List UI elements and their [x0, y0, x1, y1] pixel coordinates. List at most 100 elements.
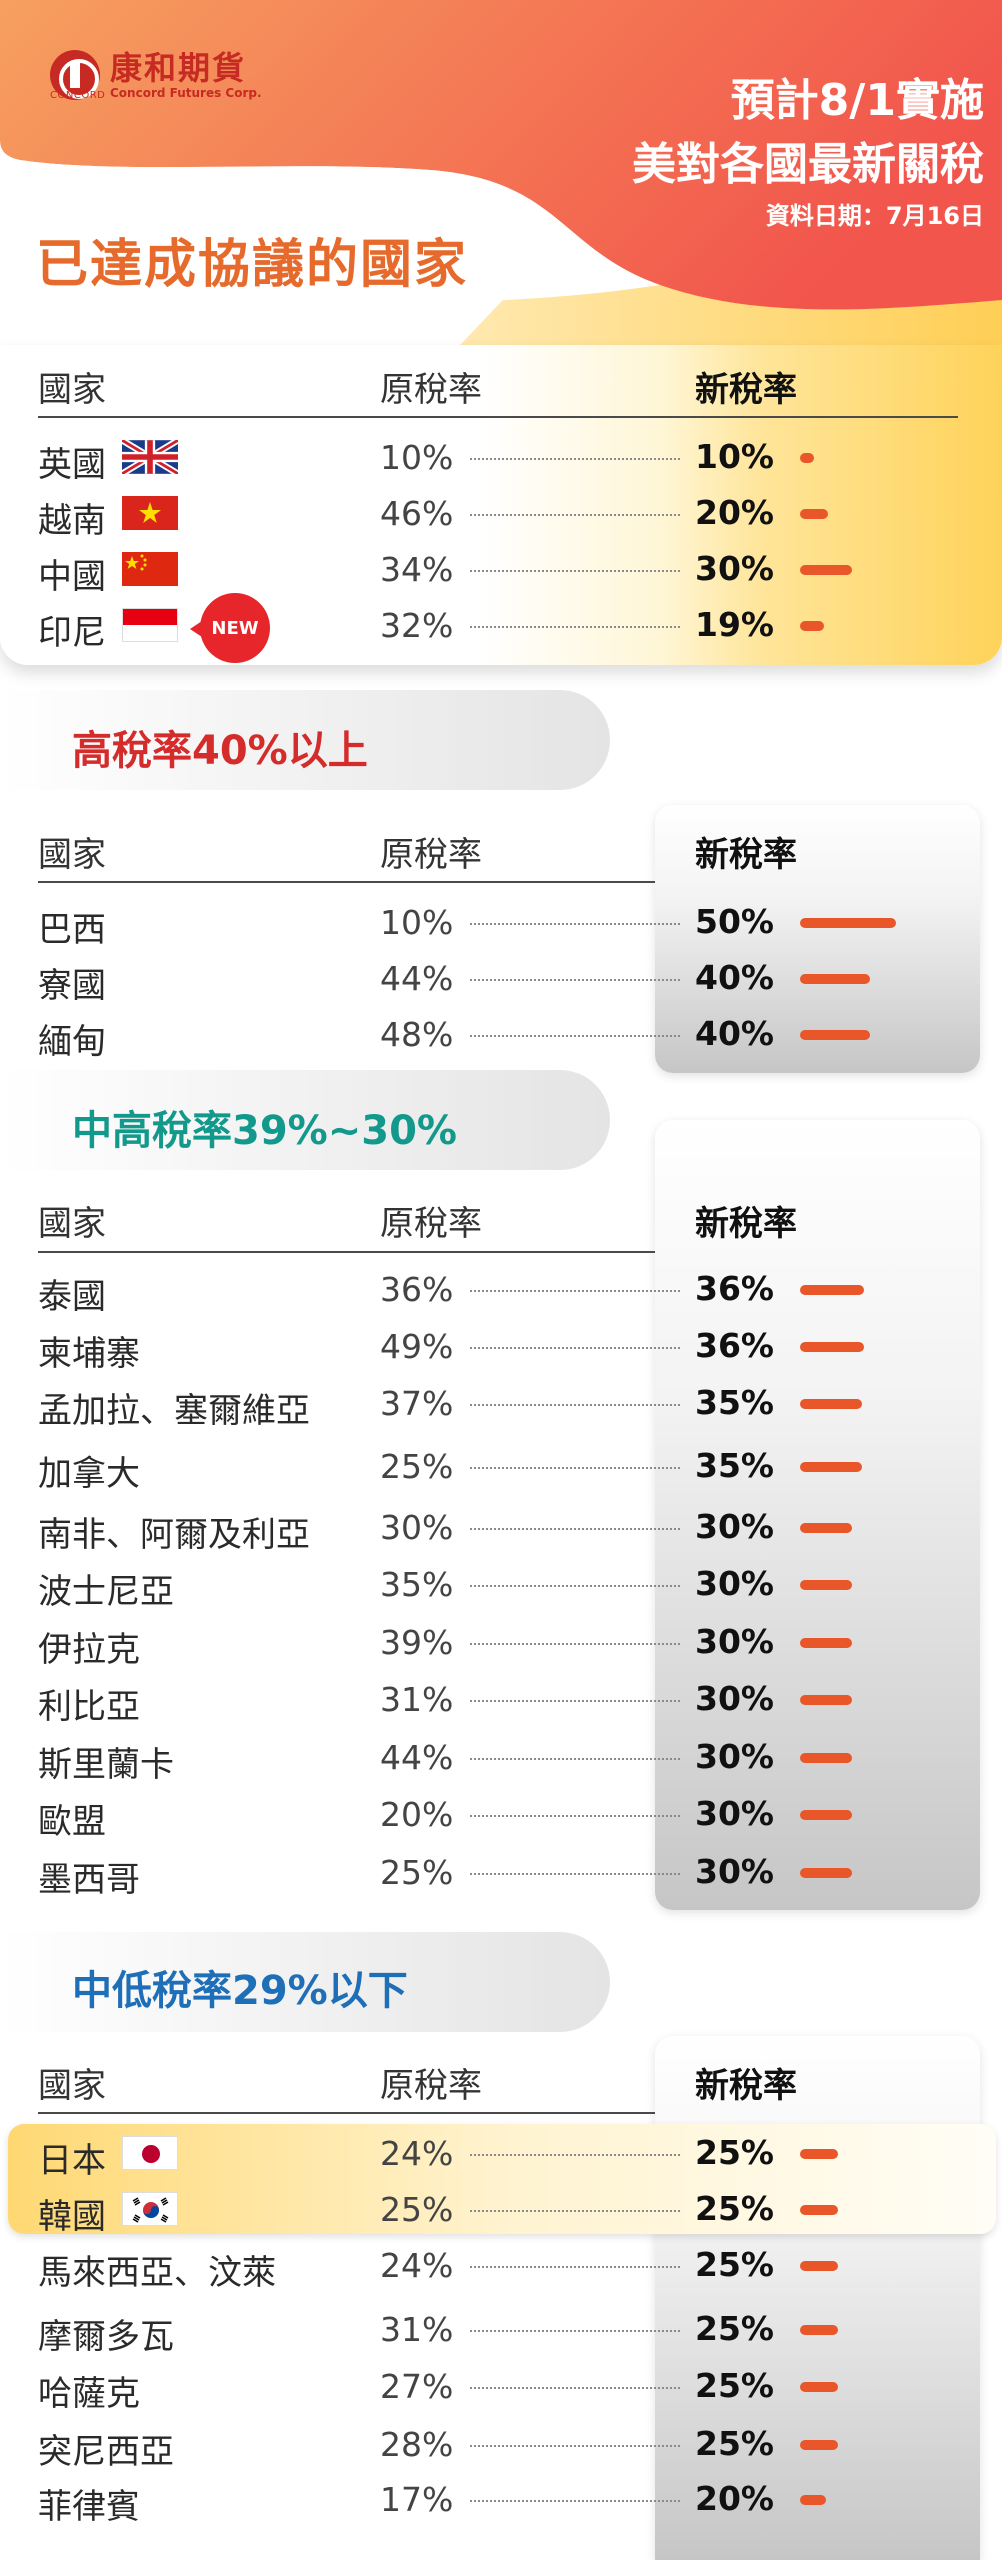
dotted-leader	[470, 2387, 680, 2389]
new-rate: 36%	[695, 1269, 774, 1308]
new-rate: 30%	[695, 1564, 774, 1603]
header-background	[0, 0, 1002, 345]
new-rate: 40%	[695, 958, 774, 997]
original-rate: 10%	[380, 438, 454, 477]
new-rate: 35%	[695, 1446, 774, 1485]
rate-bar	[800, 621, 824, 631]
original-rate: 25%	[380, 1853, 454, 1892]
dotted-leader	[470, 923, 680, 925]
original-rate: 30%	[380, 1508, 454, 1547]
new-rate: 20%	[695, 2479, 774, 2518]
original-rate: 39%	[380, 1623, 454, 1662]
dotted-leader	[470, 2445, 680, 2447]
country-name: 摩爾多瓦	[38, 2317, 174, 2357]
rate-bar	[800, 2205, 838, 2215]
vietnam-flag-icon	[122, 496, 178, 530]
rate-bar	[800, 1695, 852, 1705]
headline-line-1: 預計8/1實施	[730, 75, 984, 126]
col-header-new: 新稅率	[695, 835, 797, 875]
korea-flag-icon	[122, 2192, 178, 2226]
country-name: 韓國	[38, 2197, 106, 2237]
country-name: 加拿大	[38, 1454, 140, 1494]
dotted-leader	[470, 979, 680, 981]
original-rate: 27%	[380, 2367, 454, 2406]
original-rate: 37%	[380, 1384, 454, 1423]
new-rate: 30%	[695, 1852, 774, 1891]
dotted-leader	[470, 1700, 680, 1702]
dotted-leader	[470, 514, 680, 516]
country-name: 伊拉克	[38, 1630, 140, 1670]
original-rate: 44%	[380, 959, 454, 998]
midlow-new-rate-column	[655, 2036, 980, 2560]
country-name: 馬來西亞、汶萊	[38, 2253, 276, 2293]
new-rate: 30%	[695, 1679, 774, 1718]
col-header-country: 國家	[38, 370, 106, 410]
dotted-leader	[470, 1347, 680, 1349]
col-header-original: 原稅率	[380, 835, 482, 875]
midhigh-section-title: 中高稅率39%~30%	[72, 1108, 457, 1154]
new-rate: 25%	[695, 2309, 774, 2348]
logo-english-name: Concord Futures Corp.	[110, 86, 262, 100]
rate-bar	[800, 974, 870, 984]
indonesia-flag-icon	[122, 608, 178, 642]
new-rate: 20%	[695, 493, 774, 532]
dotted-leader	[470, 2210, 680, 2212]
midlow-section-tab	[0, 1932, 610, 2032]
original-rate: 35%	[380, 1565, 454, 1604]
new-rate: 25%	[695, 2133, 774, 2172]
original-rate: 10%	[380, 903, 454, 942]
midhigh-section-tab	[0, 1070, 610, 1170]
rate-bar	[800, 509, 828, 519]
country-name: 斯里蘭卡	[38, 1745, 174, 1785]
country-name: 南非、阿爾及利亞	[38, 1515, 310, 1555]
new-rate: 50%	[695, 902, 774, 941]
original-rate: 32%	[380, 606, 454, 645]
country-name: 巴西	[38, 910, 106, 950]
rate-bar	[800, 453, 814, 463]
rate-bar	[800, 1399, 862, 1409]
new-rate: 25%	[695, 2189, 774, 2228]
dotted-leader	[470, 2154, 680, 2156]
rate-bar	[800, 1810, 852, 1820]
rate-bar	[800, 1342, 864, 1352]
original-rate: 49%	[380, 1327, 454, 1366]
data-date: 資料日期：7月16日	[765, 202, 984, 230]
uk-flag-icon	[122, 440, 178, 474]
new-rate: 25%	[695, 2245, 774, 2284]
rate-bar	[800, 2261, 838, 2271]
new-rate: 30%	[695, 549, 774, 588]
china-flag-icon	[122, 552, 178, 586]
header-divider	[38, 416, 958, 418]
dotted-leader	[470, 1873, 680, 1875]
rate-bar	[800, 2325, 838, 2335]
original-rate: 31%	[380, 2310, 454, 2349]
new-rate: 40%	[695, 1014, 774, 1053]
high-new-rate-column	[655, 805, 980, 1073]
rate-bar	[800, 1462, 862, 1472]
rate-bar	[800, 1638, 852, 1648]
original-rate: 31%	[380, 1680, 454, 1719]
midlow-section-title: 中低稅率29%以下	[72, 1968, 408, 2014]
original-rate: 24%	[380, 2134, 454, 2173]
original-rate: 20%	[380, 1795, 454, 1834]
original-rate: 17%	[380, 2480, 454, 2519]
new-rate: 10%	[695, 437, 774, 476]
dotted-leader	[470, 1290, 680, 1292]
col-header-original: 原稅率	[380, 1204, 482, 1244]
country-name: 波士尼亞	[38, 1572, 174, 1612]
country-name: 歐盟	[38, 1802, 106, 1842]
country-name: 中國	[38, 557, 106, 597]
japan-flag-icon	[122, 2136, 178, 2170]
midhigh-new-rate-column	[655, 1120, 980, 1910]
col-header-country: 國家	[38, 2066, 106, 2106]
original-rate: 24%	[380, 2246, 454, 2285]
original-rate: 46%	[380, 494, 454, 533]
new-rate: 25%	[695, 2424, 774, 2463]
dotted-leader	[470, 570, 680, 572]
header-divider	[38, 2112, 655, 2114]
original-rate: 34%	[380, 550, 454, 589]
rate-bar	[800, 1868, 852, 1878]
dotted-leader	[470, 458, 680, 460]
new-rate: 25%	[695, 2366, 774, 2405]
dotted-leader	[470, 1528, 680, 1530]
